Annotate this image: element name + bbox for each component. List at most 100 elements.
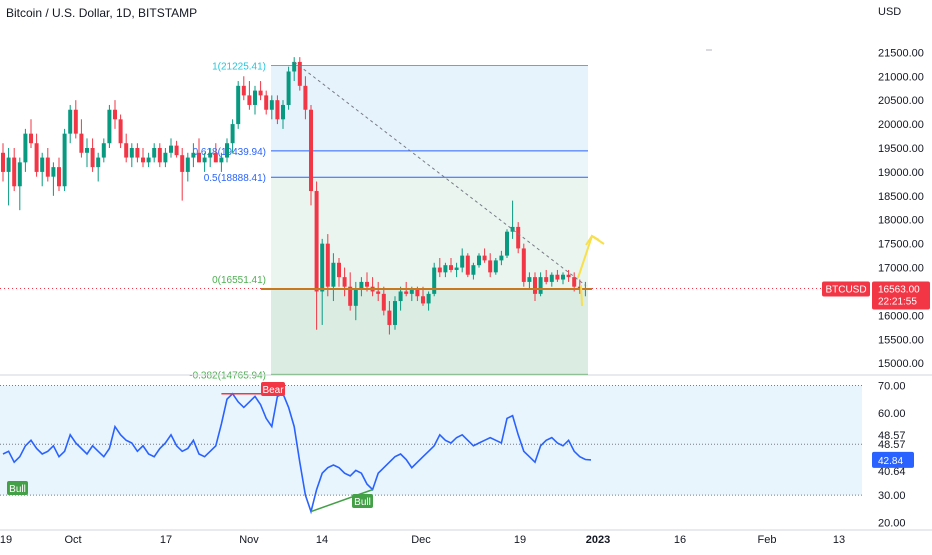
rsi-band bbox=[0, 385, 862, 496]
candle-body bbox=[29, 133, 33, 144]
candle-body bbox=[331, 262, 336, 287]
fib-zone-top bbox=[271, 65, 588, 151]
candle-body bbox=[191, 152, 196, 158]
time-tick-label: Oct bbox=[64, 534, 81, 546]
candle-body bbox=[549, 274, 554, 282]
candle-body bbox=[197, 152, 201, 163]
fib-label-1: 1(21225.41) bbox=[212, 61, 266, 72]
candle-body bbox=[460, 255, 465, 268]
candle-body bbox=[286, 71, 291, 105]
price-tick-label: 20500.00 bbox=[878, 95, 924, 107]
candle-body bbox=[253, 90, 257, 105]
candle-body bbox=[118, 119, 123, 144]
candle-body bbox=[409, 289, 414, 294]
candle-body bbox=[275, 100, 280, 120]
candle-body bbox=[169, 145, 173, 153]
price-tick-label: 19000.00 bbox=[878, 167, 924, 179]
candle-body bbox=[6, 157, 11, 172]
candle-body bbox=[381, 293, 386, 311]
candle-body bbox=[426, 293, 431, 304]
candle-body bbox=[146, 157, 151, 163]
candle-body bbox=[236, 85, 241, 125]
candle-body bbox=[488, 260, 493, 273]
price-tick-label: 20000.00 bbox=[878, 119, 924, 131]
price-tag[interactable] bbox=[872, 281, 930, 310]
price-tick-label: 18500.00 bbox=[878, 191, 924, 203]
candle-body bbox=[521, 248, 526, 282]
current-price-label: 16563.00 bbox=[878, 284, 920, 295]
candle-body bbox=[415, 289, 420, 297]
candle-body bbox=[454, 267, 459, 270]
candle-body bbox=[51, 167, 56, 177]
symbol-title: Bitcoin / U.S. Dollar, 1D, BITSTAMP bbox=[6, 6, 198, 20]
price-tick-label: 19500.00 bbox=[878, 143, 924, 155]
candle-body bbox=[157, 148, 162, 163]
fib-zone-mid bbox=[271, 150, 588, 178]
fib-label-0618: 0.618(19439.94) bbox=[193, 147, 266, 158]
candle-body bbox=[40, 157, 45, 172]
candle-body bbox=[314, 191, 319, 292]
candle-body bbox=[23, 133, 28, 163]
candle-body bbox=[174, 145, 179, 156]
price-tick-label: 17000.00 bbox=[878, 263, 924, 275]
price-tick-label: 15500.00 bbox=[878, 334, 924, 346]
candle-body bbox=[337, 262, 341, 278]
rsi-tick-label: 30.00 bbox=[878, 490, 906, 502]
candle-body bbox=[57, 167, 61, 187]
price-tick-label: 15000.00 bbox=[878, 358, 924, 370]
candle-body bbox=[393, 301, 397, 325]
rsi-value-tag[interactable] bbox=[872, 451, 914, 468]
candle-body bbox=[79, 133, 84, 153]
bull-tag-left bbox=[7, 481, 28, 495]
candle-body bbox=[398, 291, 403, 302]
candle-body bbox=[62, 133, 67, 187]
candle-body bbox=[359, 281, 364, 290]
time-tick-label: 19 bbox=[514, 534, 526, 546]
rsi-line bbox=[2, 392, 592, 515]
time-tick-label: Nov bbox=[239, 534, 259, 546]
price-tick-label: 21500.00 bbox=[878, 47, 924, 59]
candle-body bbox=[561, 274, 565, 280]
price-tick-label: 16000.00 bbox=[878, 310, 924, 322]
candle-body bbox=[538, 277, 543, 294]
candle-body bbox=[465, 255, 470, 275]
candle-body bbox=[101, 143, 106, 158]
candle-body bbox=[281, 104, 285, 120]
candle-body bbox=[247, 95, 252, 105]
candle-body bbox=[499, 255, 504, 261]
candle-body bbox=[68, 109, 73, 134]
candle-body bbox=[225, 143, 229, 158]
candle-body bbox=[152, 148, 157, 158]
bull-tag-right-label: Bull bbox=[354, 497, 371, 508]
rsi-tick-label: 40.64 bbox=[878, 466, 906, 478]
ticker-tag[interactable] bbox=[822, 281, 870, 297]
time-tick-label: Dec bbox=[411, 534, 431, 546]
projection-marker bbox=[580, 284, 583, 307]
candle-body bbox=[325, 243, 330, 287]
time-tick-label: 17 bbox=[160, 534, 172, 546]
candle-body bbox=[258, 90, 263, 96]
candle-body bbox=[309, 109, 313, 192]
bull-tag-right bbox=[352, 494, 373, 508]
candle-body bbox=[213, 152, 218, 163]
candle-body bbox=[219, 157, 224, 163]
fib-label-neg: -0.382(14765.94) bbox=[189, 370, 266, 381]
candle-body bbox=[533, 277, 537, 294]
candle-body bbox=[90, 148, 95, 168]
candle-body bbox=[124, 143, 129, 158]
candle-body bbox=[320, 243, 325, 292]
candle-body bbox=[516, 226, 521, 249]
bear-tag-label: Bear bbox=[262, 385, 284, 396]
candle-body bbox=[449, 265, 453, 270]
candle-body bbox=[163, 152, 168, 163]
candle-body bbox=[577, 286, 582, 290]
candle-body bbox=[365, 281, 369, 287]
candle-body bbox=[493, 260, 498, 273]
candle-body bbox=[73, 109, 78, 134]
ticker-tag-label: BTCUSD bbox=[825, 284, 866, 295]
candle-body bbox=[17, 162, 22, 187]
candle-body bbox=[353, 289, 358, 306]
candle-body bbox=[505, 231, 509, 256]
